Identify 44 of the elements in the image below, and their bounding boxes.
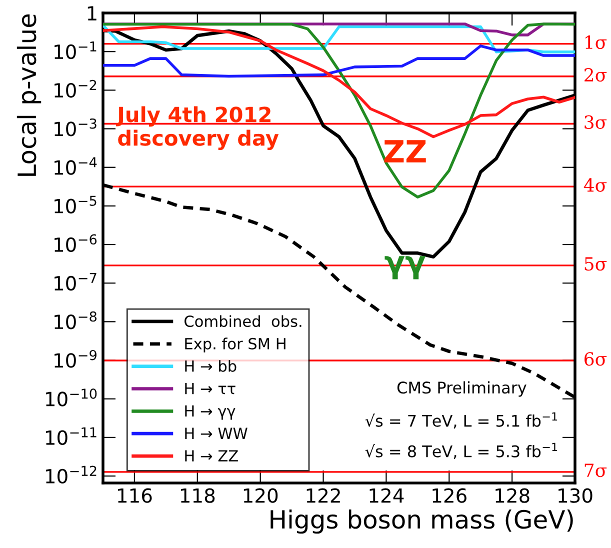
annotation: √s = 8 TeV, L = 5.3 fb$^{−1}$ [365,442,558,460]
y-tick-label: 10$^{−1}$ [54,41,96,60]
x-tick-label: 120 [244,488,278,503]
x-tick-label: 124 [370,488,404,503]
annotation: ZZ [384,140,426,162]
ref-line-label: 5σ [584,257,607,271]
legend-label: H → ZZ [185,450,238,462]
annotation: √s = 7 TeV, L = 5.1 fb$^{−1}$ [365,412,558,428]
legend-label: H → ττ [185,382,236,394]
y-tick-label: 10$^{−7}$ [54,272,96,291]
y-tick-label: 10$^{−12}$ [46,466,96,484]
legend-label: Exp. for SM H [185,338,286,352]
ref-line-label: 7σ [584,464,607,478]
y-tick-label: 10$^{−11}$ [46,427,96,445]
ref-line-label: 4σ [584,178,607,192]
ref-line-label: 6σ [584,352,607,366]
x-tick-label: 126 [432,488,466,503]
annotation: July 4th 2012 discovery day [116,106,279,150]
x-tick-label: 130 [558,488,592,503]
ref-line-label: 2σ [584,68,607,82]
x-tick-label: 118 [180,488,215,503]
x-tick-label: 128 [496,488,530,503]
y-tick-label: 10$^{−8}$ [54,311,97,330]
x-axis-title: Higgs boson mass (GeV) [270,509,573,534]
y-tick-label: 10$^{−6}$ [54,234,97,252]
x-tick-label: 122 [306,488,340,503]
annotation: CMS Preliminary [397,381,526,397]
y-tick-label: 10$^{−3}$ [54,118,96,136]
line-series [103,22,575,198]
ref-line-label: 3σ [584,115,607,129]
legend-label: H → γγ [185,405,236,420]
legend-label: H → WW [185,428,248,439]
y-tick-label: 1 [88,6,96,20]
ref-line-label: 1σ [586,35,607,50]
x-tick-label: 116 [118,488,152,503]
y-tick-label: 10$^{−9}$ [54,350,96,368]
legend-label: Combined obs. [184,315,302,328]
line-series [103,44,575,78]
y-axis-title: Local p-value [16,14,42,176]
y-tick-label: 10$^{−2}$ [54,80,96,98]
y-tick-label: 10$^{−5}$ [54,196,96,214]
y-tick-label: 10$^{−10}$ [46,388,97,406]
legend-label: H → bb [185,360,236,372]
y-tick-label: 10$^{−4}$ [54,157,97,175]
